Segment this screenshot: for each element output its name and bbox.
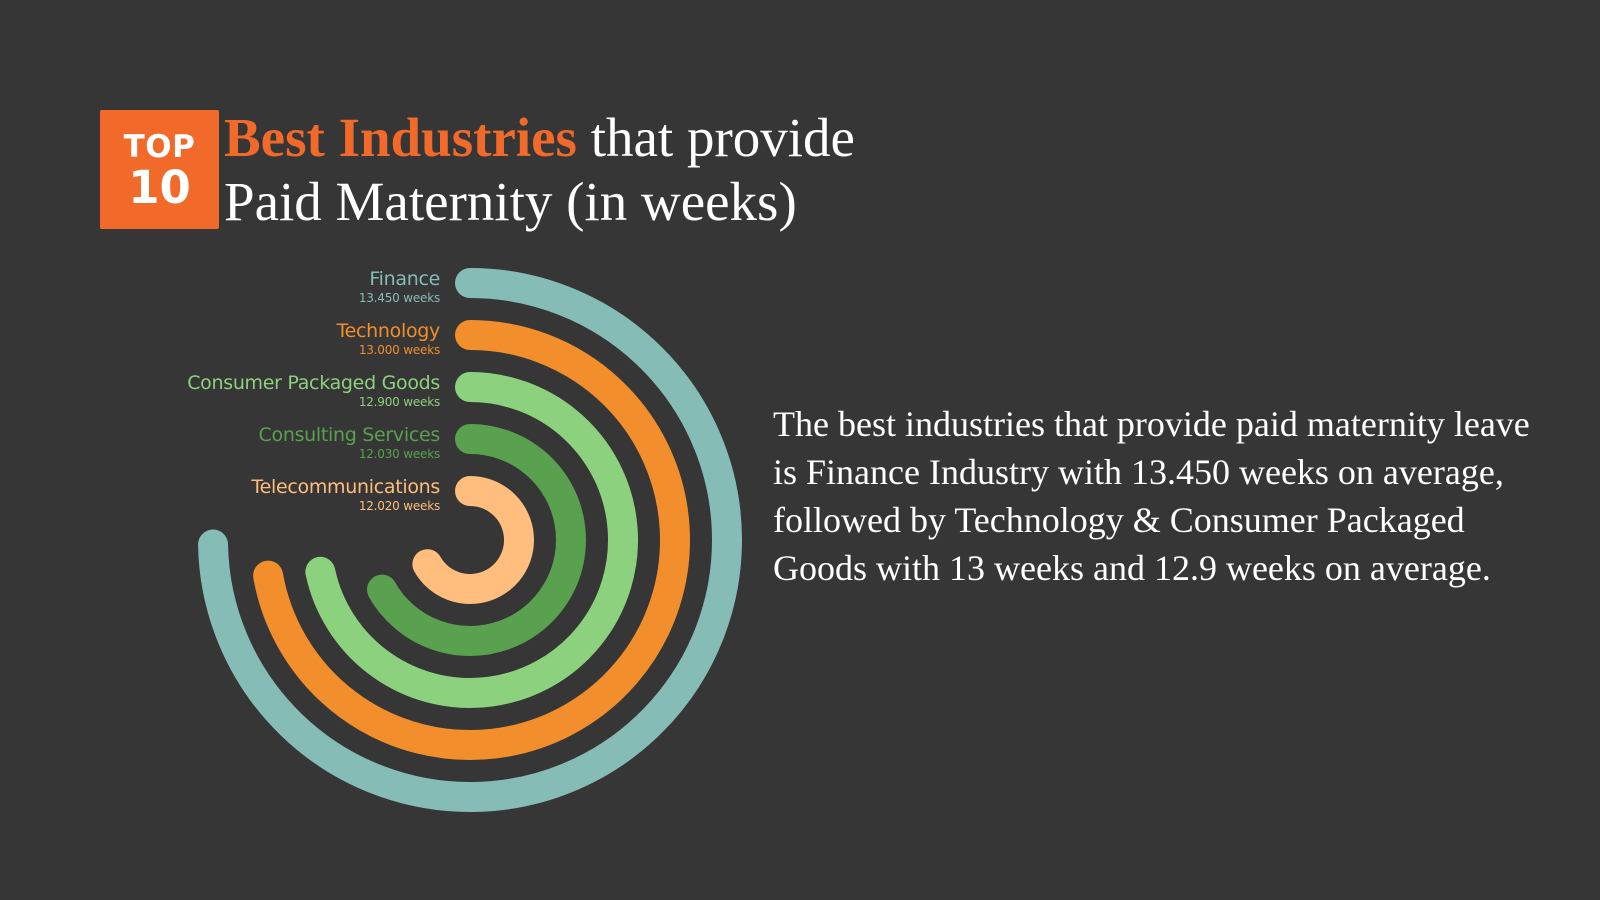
label-telecommunications: Telecommunications 12.020 weeks bbox=[251, 476, 441, 514]
value-label: 12.900 weeks bbox=[358, 395, 440, 409]
label-consulting-services: Consulting Services 12.030 weeks bbox=[258, 424, 441, 462]
category-label: Consumer Packaged Goods bbox=[187, 372, 440, 394]
label-technology: Technology 13.000 weeks bbox=[336, 320, 441, 358]
title-highlight: Best Industries bbox=[224, 107, 577, 168]
value-label: 12.020 weeks bbox=[358, 499, 440, 513]
category-label: Consulting Services bbox=[258, 424, 441, 446]
category-label: Finance bbox=[369, 268, 440, 290]
radial-bar-consumer-packaged-goods bbox=[305, 372, 638, 708]
label-consumer-packaged-goods: Consumer Packaged Goods 12.900 weeks bbox=[187, 372, 440, 410]
badge-top-text: TOP bbox=[123, 129, 196, 165]
page-title: Best Industries that provide Paid Matern… bbox=[224, 106, 924, 234]
top-10-badge: TOP 10 bbox=[100, 110, 219, 229]
radial-bar-consulting-services bbox=[367, 424, 586, 656]
value-label: 13.450 weeks bbox=[358, 291, 440, 305]
title-rest: that provide bbox=[576, 107, 855, 168]
radial-bar-telecommunications bbox=[412, 476, 534, 604]
badge-number-text: 10 bbox=[128, 161, 191, 214]
title-line2: Paid Maternity (in weeks) bbox=[224, 171, 797, 232]
radial-bar-finance bbox=[198, 268, 742, 812]
radial-bar-technology bbox=[253, 320, 690, 760]
description-text: The best industries that provide paid ma… bbox=[773, 404, 1530, 588]
category-label: Technology bbox=[336, 320, 441, 342]
category-label: Telecommunications bbox=[251, 476, 441, 498]
value-label: 12.030 weeks bbox=[358, 447, 440, 461]
value-label: 13.000 weeks bbox=[358, 343, 440, 357]
label-finance: Finance 13.450 weeks bbox=[359, 268, 440, 306]
